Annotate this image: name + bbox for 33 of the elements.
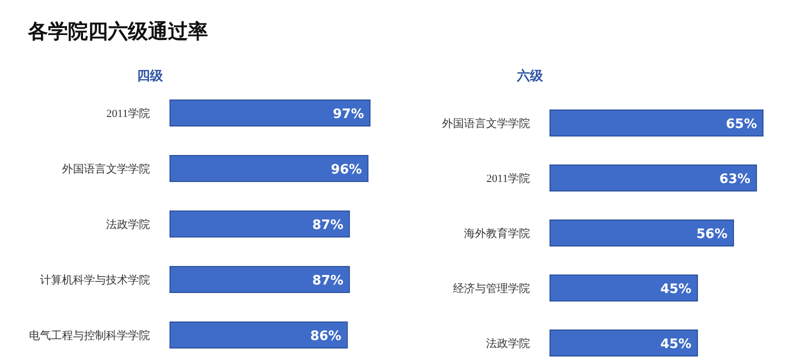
data-label: 87% [312,218,344,233]
data-label: 56% [696,227,728,242]
chart-subtitle: 四级 [137,68,164,83]
bar [170,155,368,182]
data-label: 97% [332,107,364,122]
y-tick-label: 计算机科学与技术学院 [40,274,150,286]
y-tick-label: 外国语言文学学院 [442,117,530,130]
bar [170,100,370,126]
data-label: 87% [312,274,344,288]
bar [550,164,757,192]
y-tick-label: 法政学院 [486,337,530,350]
bar [550,110,764,136]
bar [550,274,698,302]
data-label: 45% [660,337,692,352]
y-tick-label: 法政学院 [106,218,150,231]
bar [550,330,698,356]
data-label: 63% [719,172,750,187]
y-tick-label: 2011学院 [486,172,530,185]
bar [170,266,350,293]
y-tick-label: 海外教育学院 [464,227,530,240]
y-tick-label: 经济与管理学院 [453,282,530,295]
bar [170,322,348,348]
data-label: 45% [660,282,692,297]
y-tick-label: 2011学院 [106,107,150,120]
bar [550,220,734,246]
chart-title: 各学院四六级通过率 [27,20,208,43]
y-tick-label: 电气工程与控制科学学院 [29,329,150,342]
data-label: 96% [330,162,362,178]
data-label: 65% [726,117,757,132]
y-tick-label: 外国语言文学学院 [62,162,150,176]
data-label: 86% [310,329,342,344]
bar [170,210,350,238]
chart-subtitle: 六级 [516,68,544,83]
